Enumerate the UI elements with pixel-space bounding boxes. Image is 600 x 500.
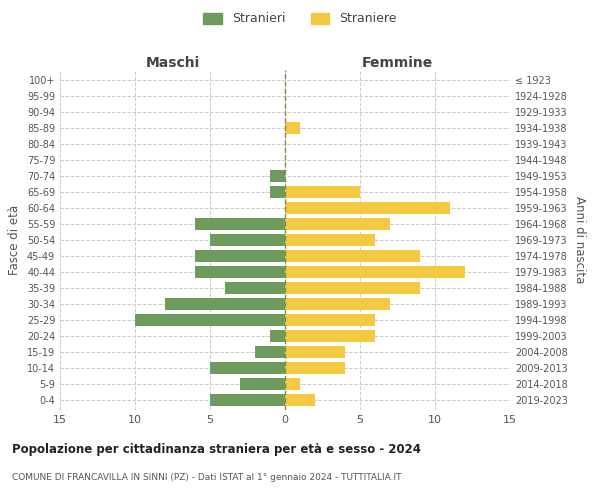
Bar bbox=[210, 362, 285, 374]
Bar bbox=[225, 282, 285, 294]
Bar bbox=[165, 298, 285, 310]
Bar bbox=[285, 362, 345, 374]
Text: Maschi: Maschi bbox=[145, 56, 200, 70]
Bar bbox=[285, 250, 420, 262]
Bar bbox=[240, 378, 285, 390]
Bar bbox=[255, 346, 285, 358]
Bar bbox=[270, 170, 285, 182]
Bar bbox=[285, 298, 390, 310]
Bar bbox=[195, 250, 285, 262]
Text: COMUNE DI FRANCAVILLA IN SINNI (PZ) - Dati ISTAT al 1° gennaio 2024 - TUTTITALIA: COMUNE DI FRANCAVILLA IN SINNI (PZ) - Da… bbox=[12, 472, 401, 482]
Text: Popolazione per cittadinanza straniera per età e sesso - 2024: Popolazione per cittadinanza straniera p… bbox=[12, 442, 421, 456]
Bar bbox=[285, 330, 375, 342]
Bar bbox=[285, 378, 300, 390]
Bar bbox=[135, 314, 285, 326]
Bar bbox=[285, 346, 345, 358]
Bar bbox=[270, 186, 285, 198]
Bar bbox=[285, 122, 300, 134]
Bar bbox=[285, 202, 450, 214]
Bar bbox=[285, 218, 390, 230]
Y-axis label: Fasce di età: Fasce di età bbox=[8, 205, 21, 275]
Bar bbox=[285, 282, 420, 294]
Bar bbox=[210, 234, 285, 246]
Bar bbox=[285, 266, 465, 278]
Y-axis label: Anni di nascita: Anni di nascita bbox=[573, 196, 586, 284]
Bar bbox=[195, 266, 285, 278]
Bar bbox=[285, 394, 315, 406]
Bar bbox=[195, 218, 285, 230]
Bar bbox=[210, 394, 285, 406]
Bar bbox=[285, 186, 360, 198]
Bar bbox=[270, 330, 285, 342]
Bar bbox=[285, 314, 375, 326]
Legend: Stranieri, Straniere: Stranieri, Straniere bbox=[199, 8, 401, 29]
Bar bbox=[285, 234, 375, 246]
Text: Femmine: Femmine bbox=[362, 56, 433, 70]
